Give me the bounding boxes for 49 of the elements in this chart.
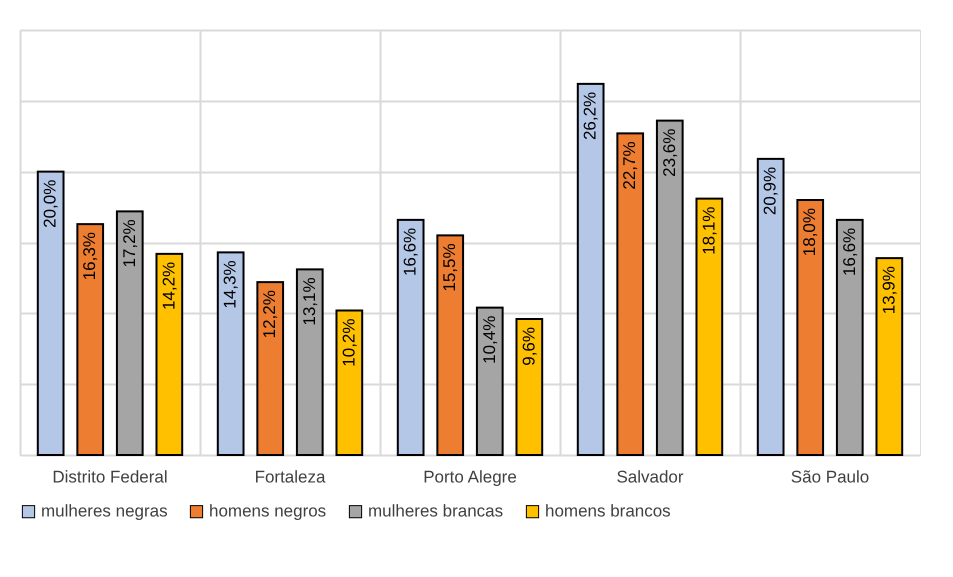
bar bbox=[515, 318, 544, 456]
data-label: 13,9% bbox=[879, 266, 898, 314]
bar bbox=[116, 210, 144, 456]
legend-label: homens negros bbox=[209, 502, 326, 521]
x-tick-label: Distrito Federal bbox=[52, 468, 168, 486]
data-label: 23,6% bbox=[660, 128, 679, 177]
bar bbox=[616, 132, 644, 456]
data-label: 10,2% bbox=[339, 318, 358, 367]
data-label: 17,2% bbox=[120, 219, 139, 268]
bar bbox=[656, 120, 684, 456]
x-tick-label: Fortaleza bbox=[254, 468, 326, 486]
data-label: 10,4% bbox=[480, 316, 499, 364]
bar bbox=[836, 218, 864, 456]
bar bbox=[695, 198, 724, 456]
data-label: 13,1% bbox=[300, 277, 319, 326]
bar bbox=[36, 170, 65, 456]
bar bbox=[756, 158, 785, 456]
data-label: 20,9% bbox=[760, 166, 780, 216]
bar bbox=[335, 310, 364, 456]
x-tick-label: Salvador bbox=[616, 468, 684, 486]
bar bbox=[76, 223, 104, 456]
data-label: 12,2% bbox=[260, 290, 280, 338]
bar bbox=[296, 268, 324, 456]
bar bbox=[436, 234, 464, 456]
bar bbox=[476, 306, 504, 456]
data-label: 18,0% bbox=[800, 208, 820, 256]
data-label: 18,1% bbox=[699, 206, 718, 255]
bar bbox=[155, 252, 184, 456]
bar bbox=[576, 82, 605, 456]
data-label: 20,0% bbox=[40, 180, 60, 228]
data-label: 9,6% bbox=[519, 327, 538, 366]
legend-label: mulheres negras bbox=[41, 502, 168, 521]
data-label: 22,7% bbox=[620, 141, 640, 190]
bar bbox=[256, 281, 284, 456]
data-label: 15,5% bbox=[440, 243, 460, 292]
bar bbox=[875, 257, 904, 456]
data-label: 16,6% bbox=[400, 228, 420, 276]
bar bbox=[396, 218, 425, 456]
bar bbox=[796, 199, 824, 456]
x-tick-label: Porto Alegre bbox=[423, 468, 517, 486]
bar bbox=[216, 251, 245, 456]
data-label: 14,3% bbox=[220, 260, 240, 309]
legend-label: homens brancos bbox=[545, 502, 671, 521]
data-label: 16,3% bbox=[80, 232, 100, 280]
x-tick-label: São Paulo bbox=[790, 468, 870, 486]
legend-label: mulheres brancas bbox=[368, 502, 504, 521]
data-label: 16,6% bbox=[840, 228, 859, 276]
data-label: 26,2% bbox=[580, 92, 600, 140]
data-label: 14,2% bbox=[159, 262, 178, 310]
